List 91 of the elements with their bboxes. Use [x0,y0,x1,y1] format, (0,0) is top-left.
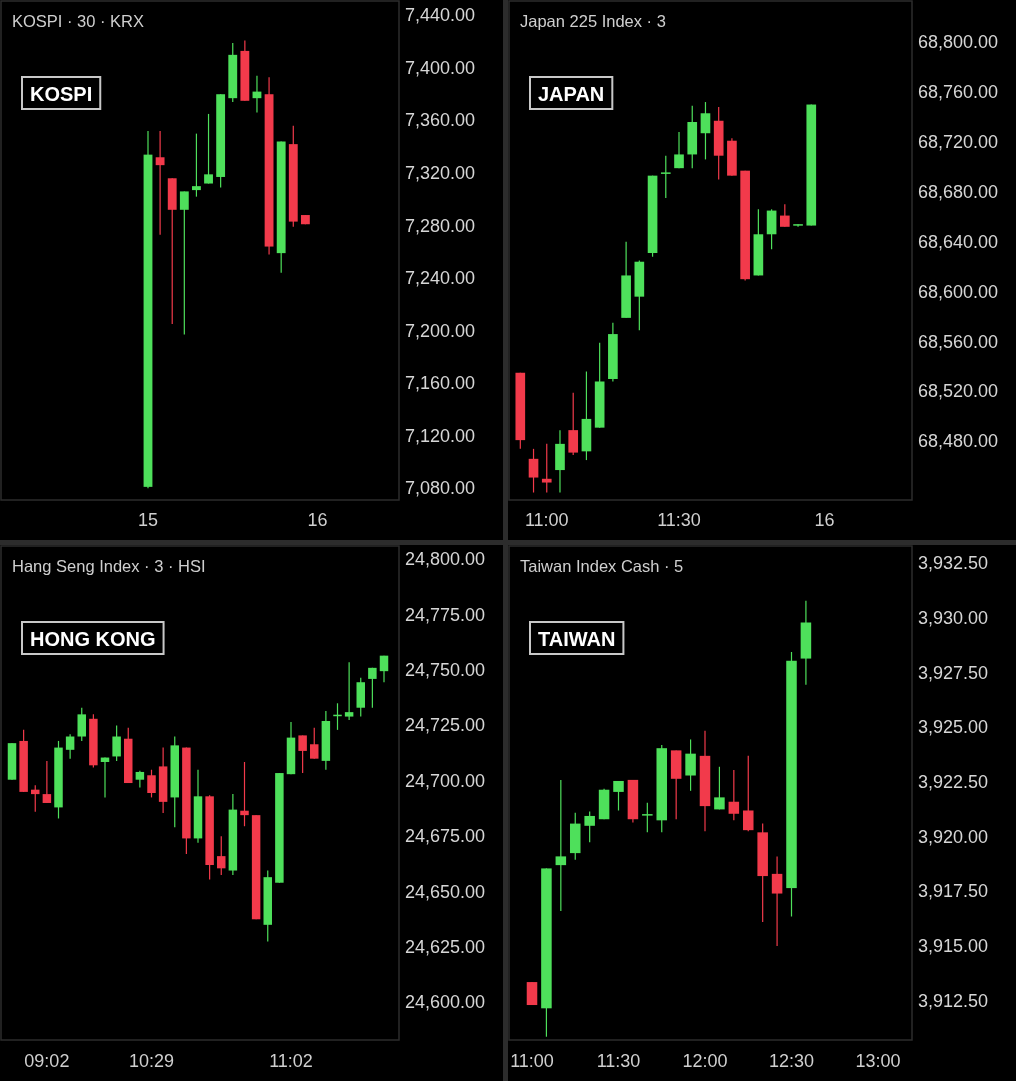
candlestick [568,392,579,456]
x-tick-label: 15 [137,510,159,530]
y-tick-label: 3,912.50 [918,990,989,1011]
y-tick-label: 68,560.00 [918,331,999,352]
candlestick [771,855,783,947]
candlestick [528,448,539,494]
x-tick-label: 09:02 [24,1051,70,1071]
y-tick-label: 3,922.50 [918,772,989,793]
y-tick-label: 68,720.00 [918,131,999,152]
x-tick-label: 12:00 [682,1051,728,1071]
candlestick [584,810,595,843]
y-tick-label: 7,400.00 [405,57,476,78]
y-tick-label: 24,775.00 [405,604,486,625]
candlestick [766,208,777,250]
candlestick [240,761,249,827]
candlestick [298,734,307,774]
y-tick-label: 7,440.00 [405,5,476,26]
candlestick [674,131,684,169]
y-tick-label: 3,932.50 [918,553,989,574]
y-tick-label: 68,480.00 [918,431,999,452]
candlestick [204,113,213,185]
y-tick-label: 7,160.00 [405,373,476,394]
y-tick-label: 24,750.00 [405,660,486,681]
y-tick-label: 24,725.00 [405,715,486,736]
y-tick-label: 3,920.00 [918,826,989,847]
y-tick-label: 7,200.00 [405,320,476,341]
candlestick [541,443,552,494]
candlestick [217,835,226,876]
candlestick [155,130,165,236]
y-tick-label: 3,925.00 [918,717,989,738]
y-tick-label: 3,917.50 [918,881,989,902]
candlestick [368,667,377,709]
text: HONG KONG [30,627,156,650]
candlestick [613,780,624,812]
y-tick-label: 24,800.00 [405,549,486,570]
x-tick-label: 16 [307,510,328,530]
x-tick-label: 11:00 [524,510,569,530]
text: JAPAN [538,82,605,105]
text: TAIWAN [538,627,616,650]
y-tick-label: 7,120.00 [405,425,476,446]
candlestick [685,738,696,792]
y-tick-label: 7,360.00 [405,110,476,131]
y-tick-label: 24,625.00 [405,936,486,957]
x-tick-label: 13:00 [855,1051,901,1071]
candlestick [344,661,354,721]
candlestick [379,655,389,683]
y-tick-label: 24,675.00 [405,826,486,847]
candlestick [728,769,740,821]
y-tick-label: 3,927.50 [918,662,989,683]
y-tick-label: 7,240.00 [405,268,476,289]
y-tick-label: 7,080.00 [405,478,476,499]
x-tick-label: 11:30 [657,510,701,530]
candlestick [555,779,567,912]
y-tick-label: 68,680.00 [918,181,999,202]
text: Hang Seng Index · 3 · HSI [12,557,206,575]
x-tick-label: 11:00 [510,1051,554,1071]
y-tick-label: 7,320.00 [405,163,476,184]
y-tick-label: 68,600.00 [918,281,999,302]
candlestick [42,760,52,804]
text: Japan 225 Index · 3 [520,12,666,30]
text: KOSPI [30,82,93,105]
y-tick-label: 68,760.00 [918,82,999,103]
x-tick-label: 11:30 [596,1051,641,1071]
candlestick [310,727,319,760]
candlestick [65,733,75,760]
x-tick-label: 10:29 [128,1051,175,1071]
y-tick-label: 68,800.00 [918,32,999,53]
candlestick [779,203,790,228]
y-tick-label: 24,700.00 [405,770,486,791]
candlestick [77,707,86,742]
candlestick [192,133,201,198]
x-tick-label: 11:02 [269,1051,313,1071]
candlestick [179,190,189,336]
candlestick [742,755,754,832]
text: Taiwan Index Cash · 5 [520,557,684,575]
candlestick [700,101,711,161]
y-tick-label: 7,280.00 [405,215,476,236]
y-tick-label: 68,520.00 [918,381,999,402]
text: KOSPI · 30 · KRX [12,12,145,30]
candlestick [642,802,653,833]
y-tick-label: 3,930.00 [918,608,989,629]
y-tick-label: 68,640.00 [918,231,999,252]
y-tick-label: 24,650.00 [405,881,486,902]
x-tick-label: 16 [814,510,835,530]
x-tick-label: 12:30 [768,1051,815,1071]
y-tick-label: 24,600.00 [405,992,486,1013]
candlestick [714,766,725,810]
candlestick [147,769,156,799]
y-tick-label: 3,915.00 [918,936,989,957]
candlestick [660,155,671,199]
candlestick [112,724,121,762]
